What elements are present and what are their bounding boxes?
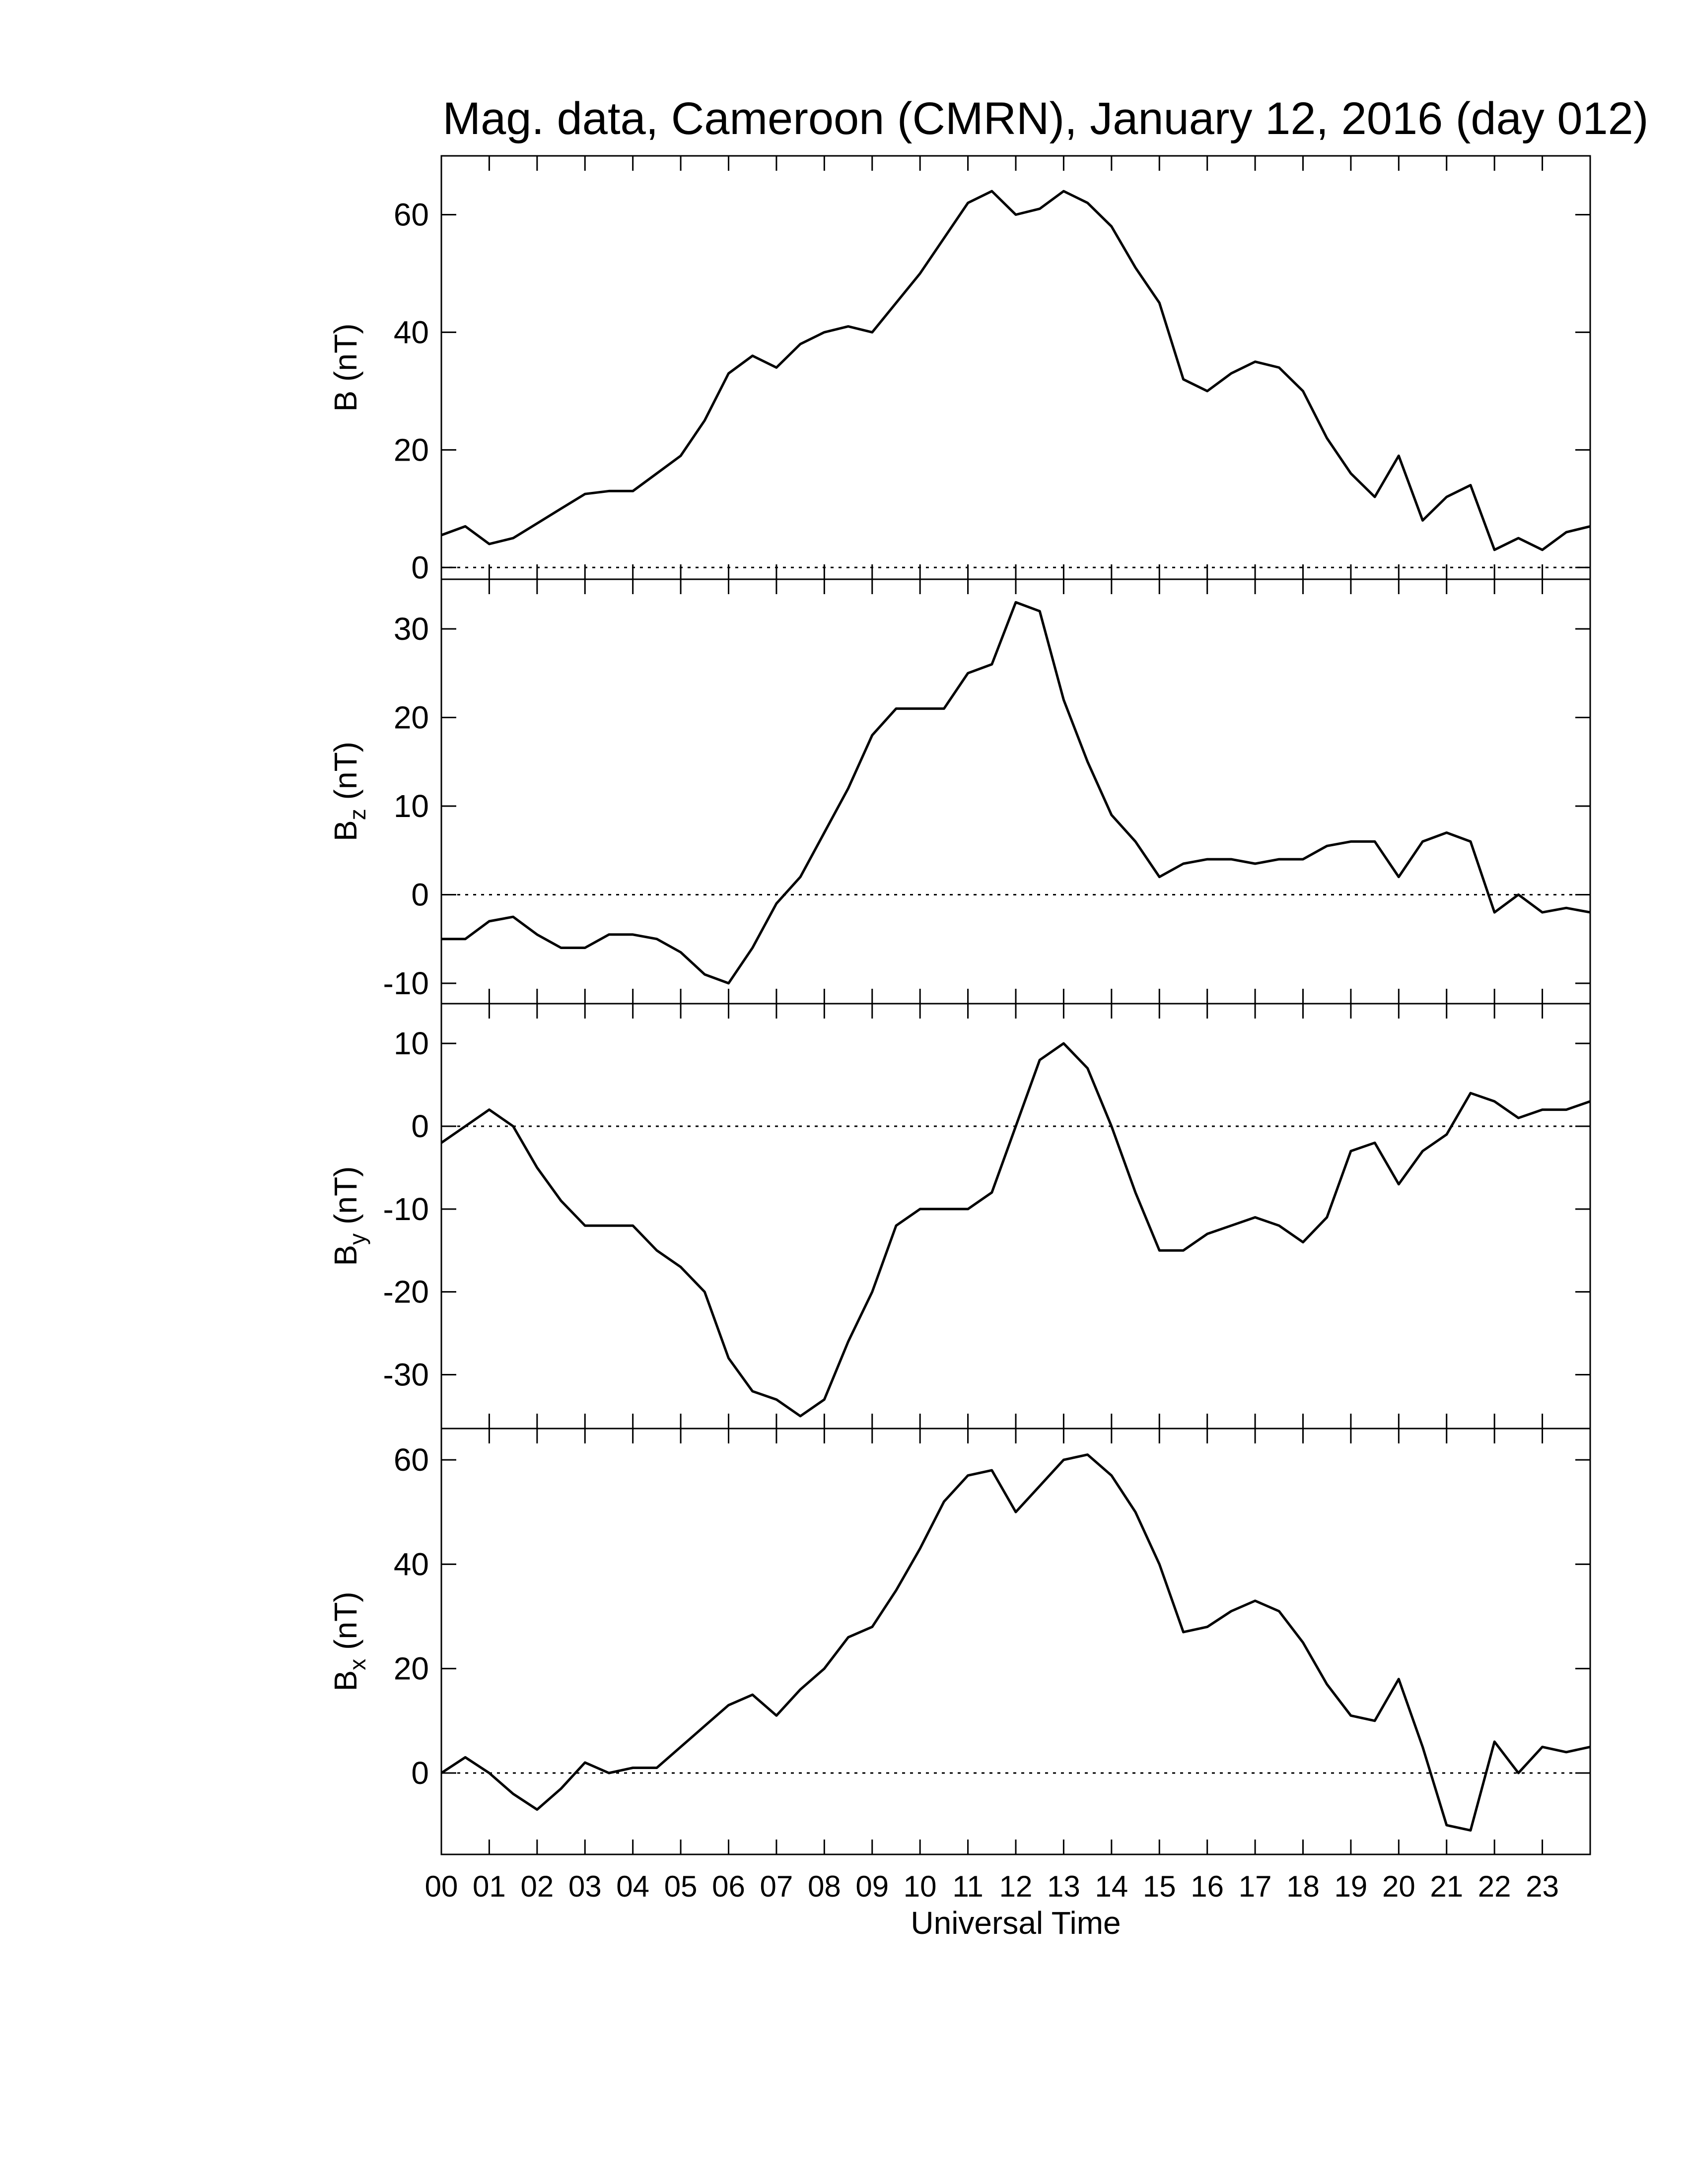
x-tick-label: 10 <box>904 1870 937 1903</box>
y-label-unit: (nT) <box>328 742 363 800</box>
x-tick-label: 18 <box>1286 1870 1320 1903</box>
plot-frame <box>440 578 1591 1005</box>
y-label-subscript: z <box>345 809 370 820</box>
y-tick-label: 0 <box>411 1755 429 1791</box>
y-tick-label: 30 <box>394 611 429 647</box>
data-line <box>440 1042 1591 1418</box>
y-tick-label: 0 <box>411 1108 429 1144</box>
y-tick-label: 0 <box>411 877 429 912</box>
y-tick-label: -10 <box>383 965 429 1001</box>
y-label-unit: (nT) <box>328 324 363 382</box>
y-tick-label: 40 <box>394 1546 429 1582</box>
y-label-subscript: x <box>345 1659 370 1670</box>
y-tick-label: 10 <box>394 1025 429 1061</box>
data-line <box>440 1453 1591 1832</box>
y-tick-label: -20 <box>383 1274 429 1310</box>
y-axis-label: Bz (nT) <box>328 742 370 841</box>
x-axis-label: Universal Time <box>911 1905 1121 1941</box>
x-tick-label: 11 <box>952 1870 983 1903</box>
x-tick-label: 12 <box>999 1870 1033 1903</box>
x-tick-label: 20 <box>1382 1870 1415 1903</box>
x-tick-label: 09 <box>855 1870 889 1903</box>
chart-title: Mag. data, Cameroon (CMRN), January 12, … <box>443 93 1649 144</box>
x-tick-label: 15 <box>1143 1870 1176 1903</box>
x-tick-label: 00 <box>425 1870 458 1903</box>
y-tick-label: 0 <box>411 549 429 585</box>
x-tick-label: 16 <box>1191 1870 1224 1903</box>
y-tick-label: -10 <box>383 1191 429 1227</box>
y-axis-label: B (nT) <box>328 324 363 412</box>
x-tick-label: 14 <box>1095 1870 1128 1903</box>
plot-frame <box>440 1003 1591 1430</box>
x-tick-label: 07 <box>760 1870 793 1903</box>
x-tick-label: 23 <box>1526 1870 1559 1903</box>
y-label-symbol: B <box>328 820 363 841</box>
y-label-symbol: B <box>328 391 363 412</box>
y-label-subscript: y <box>345 1233 370 1245</box>
x-tick-label: 05 <box>664 1870 698 1903</box>
y-tick-label: 20 <box>394 699 429 735</box>
y-axis-label: Bx (nT) <box>328 1592 370 1692</box>
x-tick-label: 13 <box>1047 1870 1080 1903</box>
x-tick-label: 08 <box>808 1870 841 1903</box>
x-tick-label: 04 <box>616 1870 649 1903</box>
y-label-symbol: B <box>328 1670 363 1692</box>
y-label-symbol: B <box>328 1245 363 1266</box>
y-tick-label: 20 <box>394 432 429 468</box>
y-tick-label: 10 <box>394 788 429 824</box>
x-tick-label: 02 <box>520 1870 554 1903</box>
x-tick-label: 17 <box>1239 1870 1272 1903</box>
y-tick-label: 60 <box>394 197 429 232</box>
y-tick-label: 60 <box>394 1442 429 1478</box>
data-line <box>441 190 1591 551</box>
x-tick-label: 21 <box>1430 1870 1463 1903</box>
y-label-unit: (nT) <box>328 1166 363 1225</box>
x-tick-label: 06 <box>712 1870 745 1903</box>
x-tick-label: 01 <box>473 1870 506 1903</box>
x-tick-label: 03 <box>568 1870 602 1903</box>
x-tick-label: 22 <box>1478 1870 1511 1903</box>
y-label-unit: (nT) <box>328 1592 363 1650</box>
y-tick-label: -30 <box>383 1357 429 1393</box>
plot-frame <box>440 155 1591 580</box>
data-line <box>441 601 1591 985</box>
y-tick-label: 40 <box>394 314 429 350</box>
plot-frame <box>440 1428 1591 1855</box>
x-tick-label: 19 <box>1335 1870 1368 1903</box>
y-tick-label: 20 <box>394 1651 429 1687</box>
y-axis-label: By (nT) <box>328 1166 370 1266</box>
